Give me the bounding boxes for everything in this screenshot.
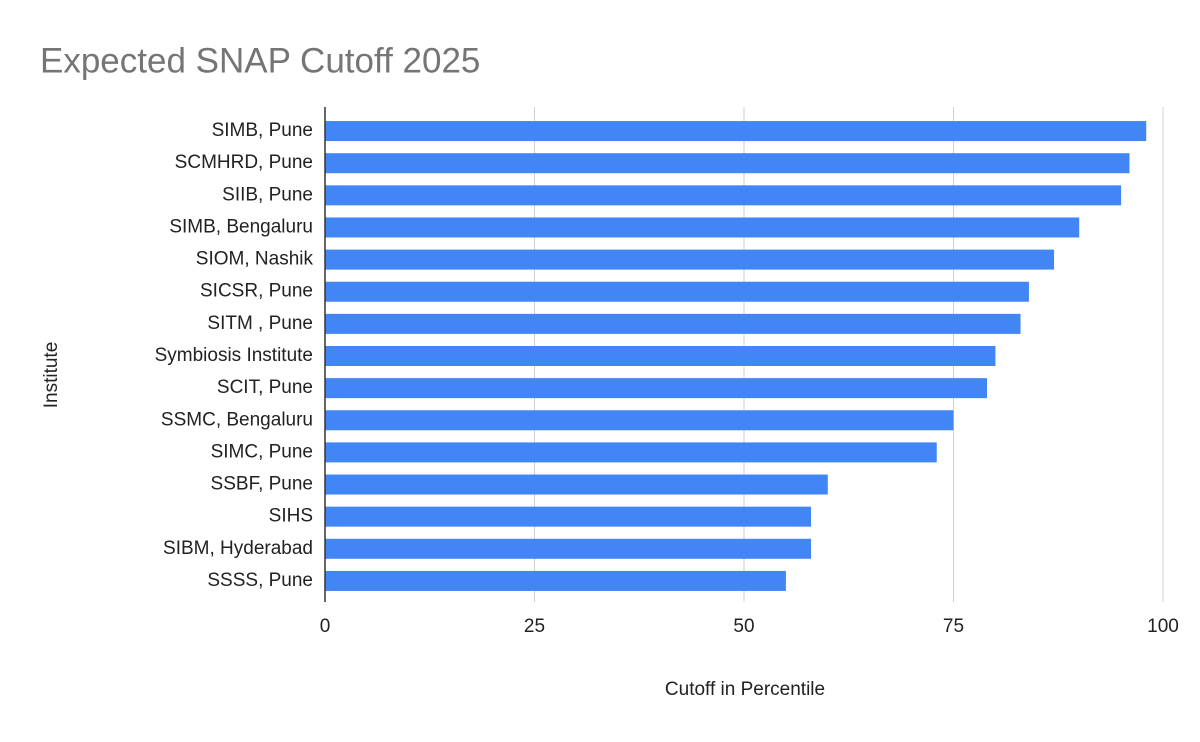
y-tick-label: SSMC, Bengaluru [161, 409, 313, 430]
bar [325, 474, 828, 495]
x-tick-label: 75 [943, 616, 964, 637]
bar [325, 313, 1021, 334]
x-tick-label: 0 [320, 616, 331, 637]
bar [325, 281, 1029, 302]
y-tick-label: SIHS [269, 506, 313, 527]
bar [325, 538, 812, 559]
bar [325, 570, 786, 591]
y-tick-label: SIMB, Bengaluru [169, 216, 313, 237]
y-tick-label: SIIB, Pune [222, 184, 313, 205]
x-tick-label: 25 [524, 616, 545, 637]
x-axis-title: Cutoff in Percentile [665, 679, 825, 700]
bar [325, 506, 812, 527]
bar [325, 185, 1122, 206]
y-axis-title: Institute [41, 342, 62, 409]
bar [325, 346, 996, 366]
bar [325, 378, 988, 399]
bar [325, 249, 1055, 270]
y-tick-label: SCMHRD, Pune [175, 152, 313, 173]
y-tick-label: SIOM, Nashik [196, 249, 314, 270]
y-tick-label: SSBF, Pune [211, 474, 313, 495]
y-tick-label: SITM , Pune [207, 313, 313, 334]
bar [325, 121, 1147, 142]
y-tick-label: SICSR, Pune [200, 281, 313, 302]
y-tick-label: SSSS, Pune [207, 570, 313, 591]
y-tick-label: SIBM, Hyderabad [163, 538, 313, 559]
x-tick-label: 100 [1147, 616, 1179, 637]
chart-title: Expected SNAP Cutoff 2025 [40, 41, 480, 80]
bar [325, 153, 1130, 174]
y-tick-label: SCIT, Pune [217, 377, 313, 398]
y-tick-label: Symbiosis Institute [155, 345, 313, 366]
y-tick-label: SIMC, Pune [211, 441, 313, 462]
bar [325, 410, 954, 431]
x-tick-label: 50 [733, 616, 754, 637]
bar [325, 442, 937, 463]
y-tick-label: SIMB, Pune [212, 120, 313, 141]
bar [325, 217, 1080, 238]
